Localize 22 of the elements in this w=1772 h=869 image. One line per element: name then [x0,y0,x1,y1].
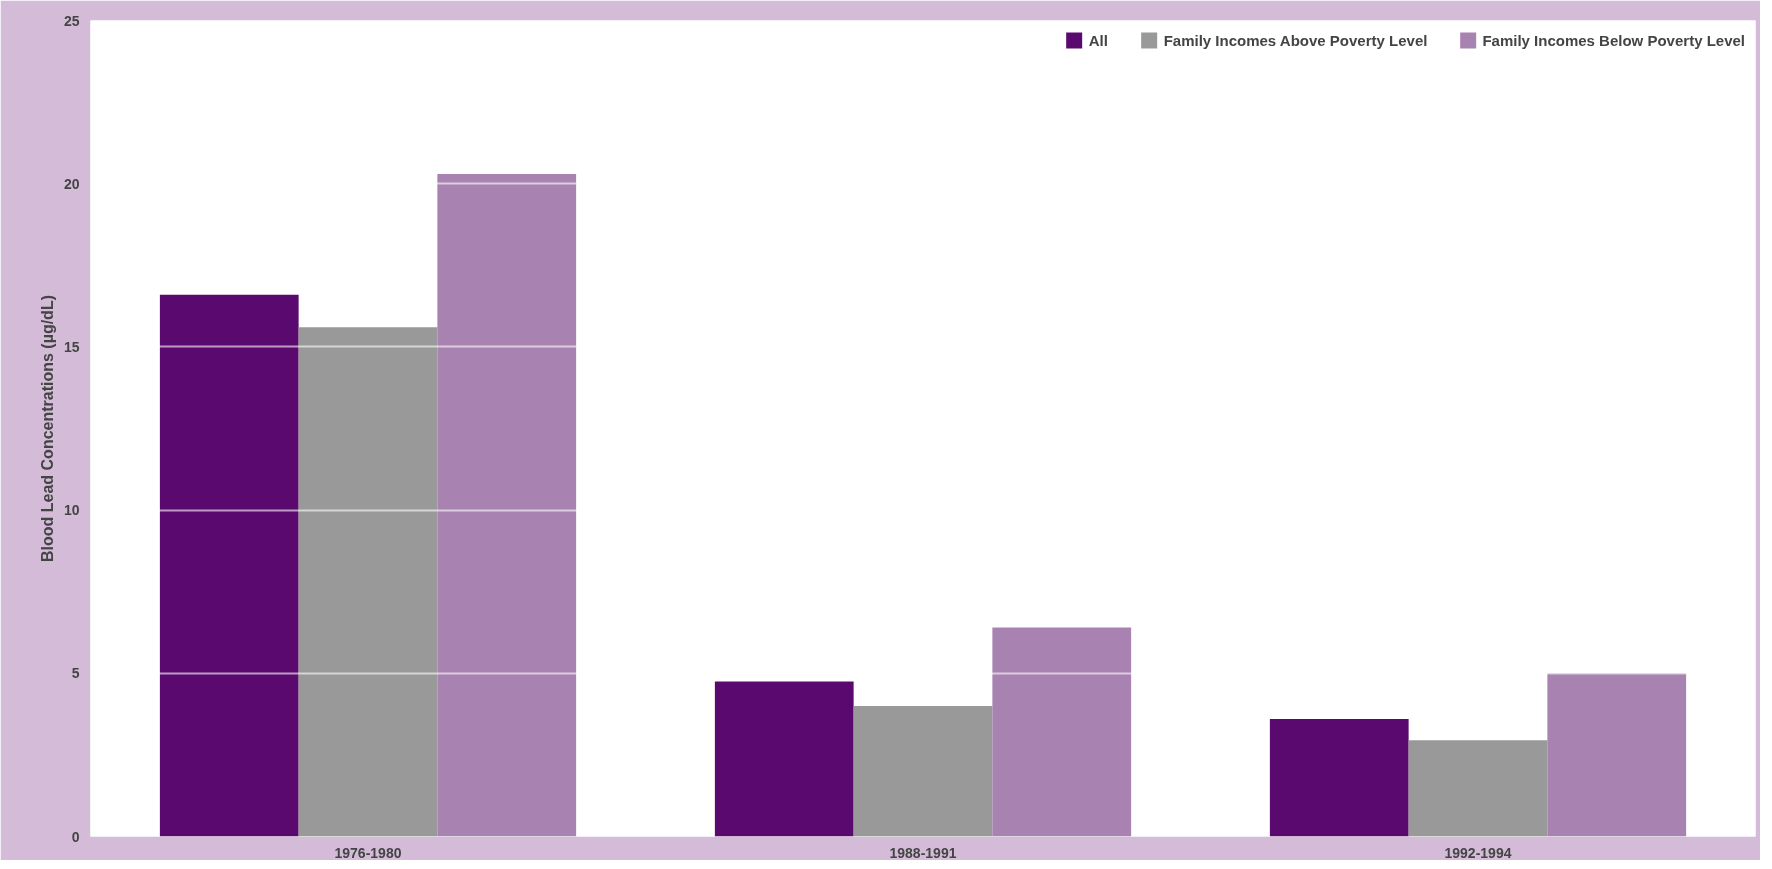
bar [714,681,854,837]
bar [1547,673,1687,837]
legend-label: Family Incomes Below Poverty Level [1482,31,1745,49]
y-tick-label: 5 [71,665,80,682]
y-tick-label: 15 [63,338,80,355]
bar [437,173,577,837]
x-tick-label: 1976-1980 [334,844,402,861]
bar [992,627,1132,837]
y-tick-label: 25 [63,12,80,29]
x-tick-label: 1988-1991 [889,844,957,861]
bar [298,327,438,837]
bar [853,705,993,837]
y-axis-title: Blood Lead Concentrations (µg/dL) [38,295,56,562]
legend-label: Family Incomes Above Poverty Level [1163,31,1428,49]
bar [1269,719,1409,837]
legend-label: All [1088,31,1109,49]
bar [159,294,299,837]
y-tick-label: 10 [63,502,80,519]
y-tick-label: 0 [71,828,80,845]
y-tick-label: 20 [63,175,80,192]
bar [1408,740,1548,837]
x-tick-label: 1992-1994 [1444,844,1512,861]
